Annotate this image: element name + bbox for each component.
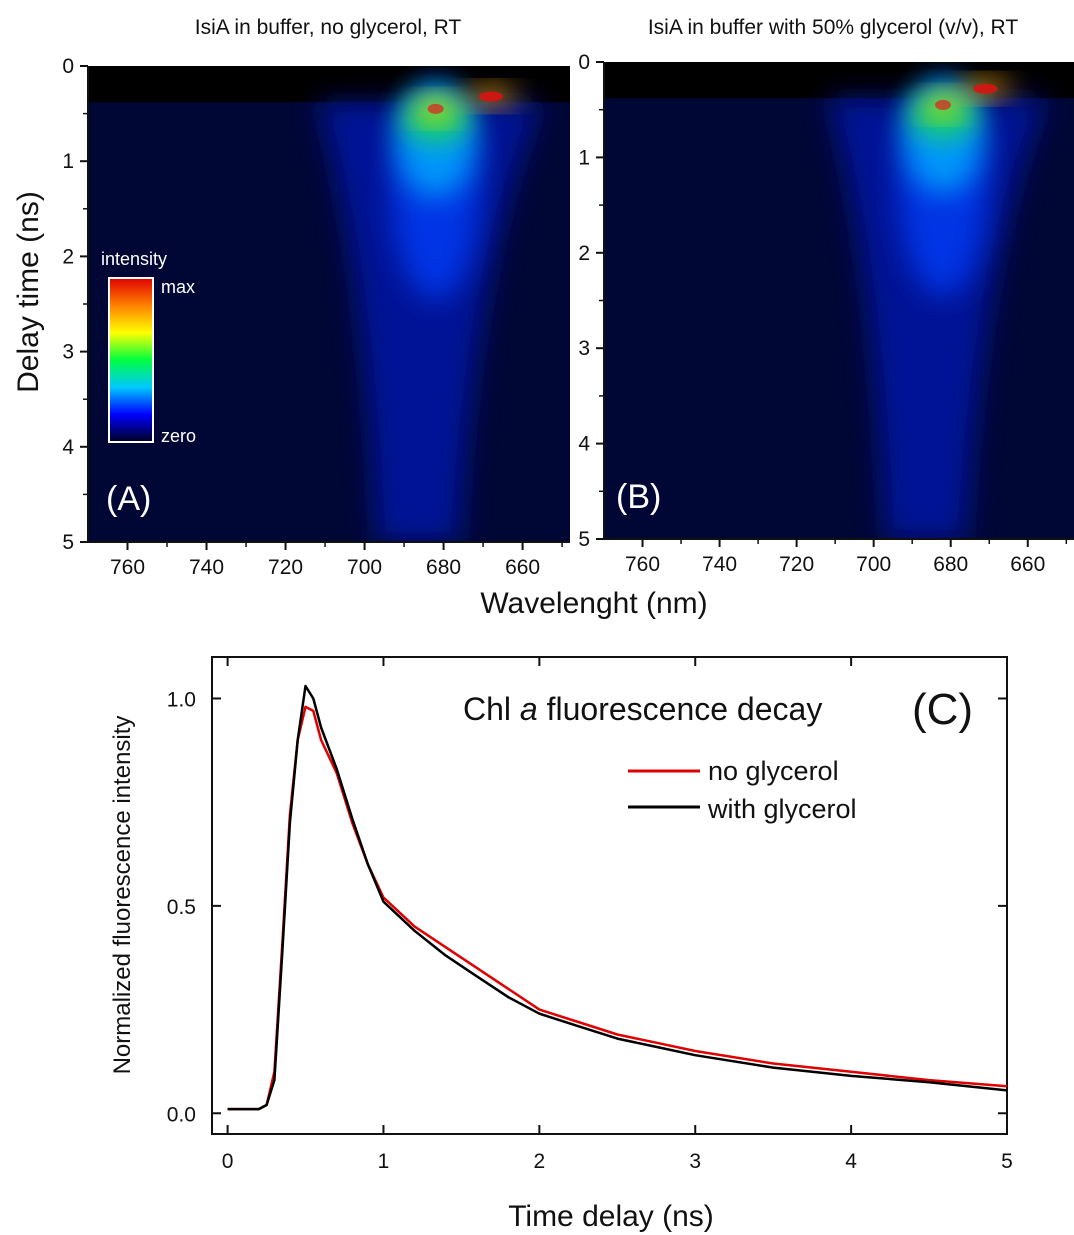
legend-label-no-glycerol: no glycerol bbox=[708, 756, 839, 786]
annotation-prefix: Chl bbox=[463, 691, 520, 727]
y-axis-title-intensity: Normalized fluorescence intensity bbox=[109, 716, 136, 1075]
panel-b: IsiA in buffer with 50% glycerol (v/v), … bbox=[578, 16, 1074, 576]
x-tick-label-b: 700 bbox=[856, 553, 891, 576]
x-tick-label-a: 760 bbox=[110, 556, 145, 579]
colorbar-title: intensity bbox=[101, 249, 167, 269]
y-tick-label-b: 5 bbox=[578, 528, 590, 551]
colorbar-min-label: zero bbox=[161, 426, 196, 446]
panel-a: IsiA in buffer, no glycerol, RT 0 1 2 3 4 5 76… bbox=[12, 16, 570, 579]
panel-b-title: IsiA in buffer with 50% glycerol (v/v), … bbox=[648, 16, 1019, 39]
x-tick-label-b: 740 bbox=[702, 553, 737, 576]
y-tick-label-b: 0 bbox=[578, 51, 590, 74]
x-tick-label-a: 700 bbox=[347, 556, 382, 579]
y-tick-label-a: 0 bbox=[62, 55, 74, 78]
x-tick-label-a: 740 bbox=[189, 556, 224, 579]
y-tick-label-a: 1 bbox=[62, 150, 74, 173]
panel-a-axes: 0 1 2 3 4 5 760 740 720 700 680 660 bbox=[62, 55, 570, 579]
y-axis-title-delay: Delay time (ns) bbox=[12, 191, 45, 393]
panel-a-title: IsiA in buffer, no glycerol, RT bbox=[195, 16, 462, 39]
series-line-with-glycerol bbox=[227, 684, 1008, 1111]
heatmap-main-core bbox=[427, 103, 444, 114]
panel-b-axes: 0 1 2 3 4 5 760 740 720 700 680 660 bbox=[578, 51, 1074, 576]
x-axis-title-time: Time delay (ns) bbox=[508, 1200, 714, 1233]
legend-label-with-glycerol: with glycerol bbox=[707, 794, 857, 824]
heatmap-decay-tail bbox=[827, 98, 1048, 539]
x-axis-title-wavelength: Wavelenght (nm) bbox=[480, 587, 707, 620]
legend: no glycerol with glycerol bbox=[628, 756, 857, 824]
c-x-tick-label: 1 bbox=[378, 1150, 390, 1173]
panel-c-tag: (C) bbox=[912, 685, 973, 734]
y-tick-label-a: 2 bbox=[62, 245, 74, 268]
colorbar: intensity max zero bbox=[101, 249, 196, 446]
panel-b-tag: (B) bbox=[616, 478, 661, 516]
c-x-tick-label: 5 bbox=[1001, 1150, 1013, 1173]
y-tick-label-b: 1 bbox=[578, 146, 590, 169]
c-x-tick-label: 3 bbox=[689, 1150, 701, 1173]
y-tick-label-a: 3 bbox=[62, 341, 74, 364]
y-tick-label-b: 3 bbox=[578, 337, 590, 360]
c-x-tick-label: 0 bbox=[222, 1150, 234, 1173]
panel-c-annotation: Chl a fluorescence decay bbox=[463, 691, 822, 727]
colorbar-max-label: max bbox=[161, 277, 195, 297]
heatmap-main-core bbox=[935, 99, 952, 110]
heatmap-early-peak bbox=[973, 83, 998, 94]
c-y-tick-label: 1.0 bbox=[167, 688, 196, 711]
y-tick-label-a: 4 bbox=[62, 436, 74, 459]
x-tick-label-b: 720 bbox=[779, 553, 814, 576]
c-y-tick-label: 0.5 bbox=[167, 896, 196, 919]
heatmap-early-peak bbox=[478, 91, 503, 102]
panel-c: 0 1 2 3 4 5 0.0 0.5 1.0 Chl a fluorescence decay… bbox=[109, 656, 1013, 1233]
panel-a-heatmap bbox=[88, 79, 570, 542]
panel-b-heatmap bbox=[604, 76, 1074, 539]
c-y-tick-label: 0.0 bbox=[167, 1103, 196, 1126]
colorbar-gradient-bar bbox=[108, 277, 154, 443]
heatmap-decay-tail bbox=[317, 102, 543, 542]
c-x-tick-label: 4 bbox=[845, 1150, 857, 1173]
x-tick-label-b: 680 bbox=[933, 553, 968, 576]
c-x-tick-label: 2 bbox=[534, 1150, 546, 1173]
x-tick-label-a: 660 bbox=[505, 556, 540, 579]
panel-c-axes: 0 1 2 3 4 5 0.0 0.5 1.0 bbox=[167, 657, 1013, 1173]
y-tick-label-b: 2 bbox=[578, 242, 590, 265]
y-tick-label-b: 4 bbox=[578, 433, 590, 456]
annotation-suffix: fluorescence decay bbox=[538, 691, 823, 727]
x-tick-label-b: 660 bbox=[1010, 553, 1045, 576]
x-tick-label-b: 760 bbox=[625, 553, 660, 576]
annotation-italic: a bbox=[520, 691, 538, 727]
y-tick-label-a: 5 bbox=[62, 531, 74, 554]
x-tick-label-a: 720 bbox=[268, 556, 303, 579]
x-tick-label-a: 680 bbox=[426, 556, 461, 579]
panel-a-tag: (A) bbox=[106, 480, 151, 518]
panel-c-frame bbox=[211, 656, 1008, 1135]
panel-c-lines bbox=[227, 684, 1008, 1111]
